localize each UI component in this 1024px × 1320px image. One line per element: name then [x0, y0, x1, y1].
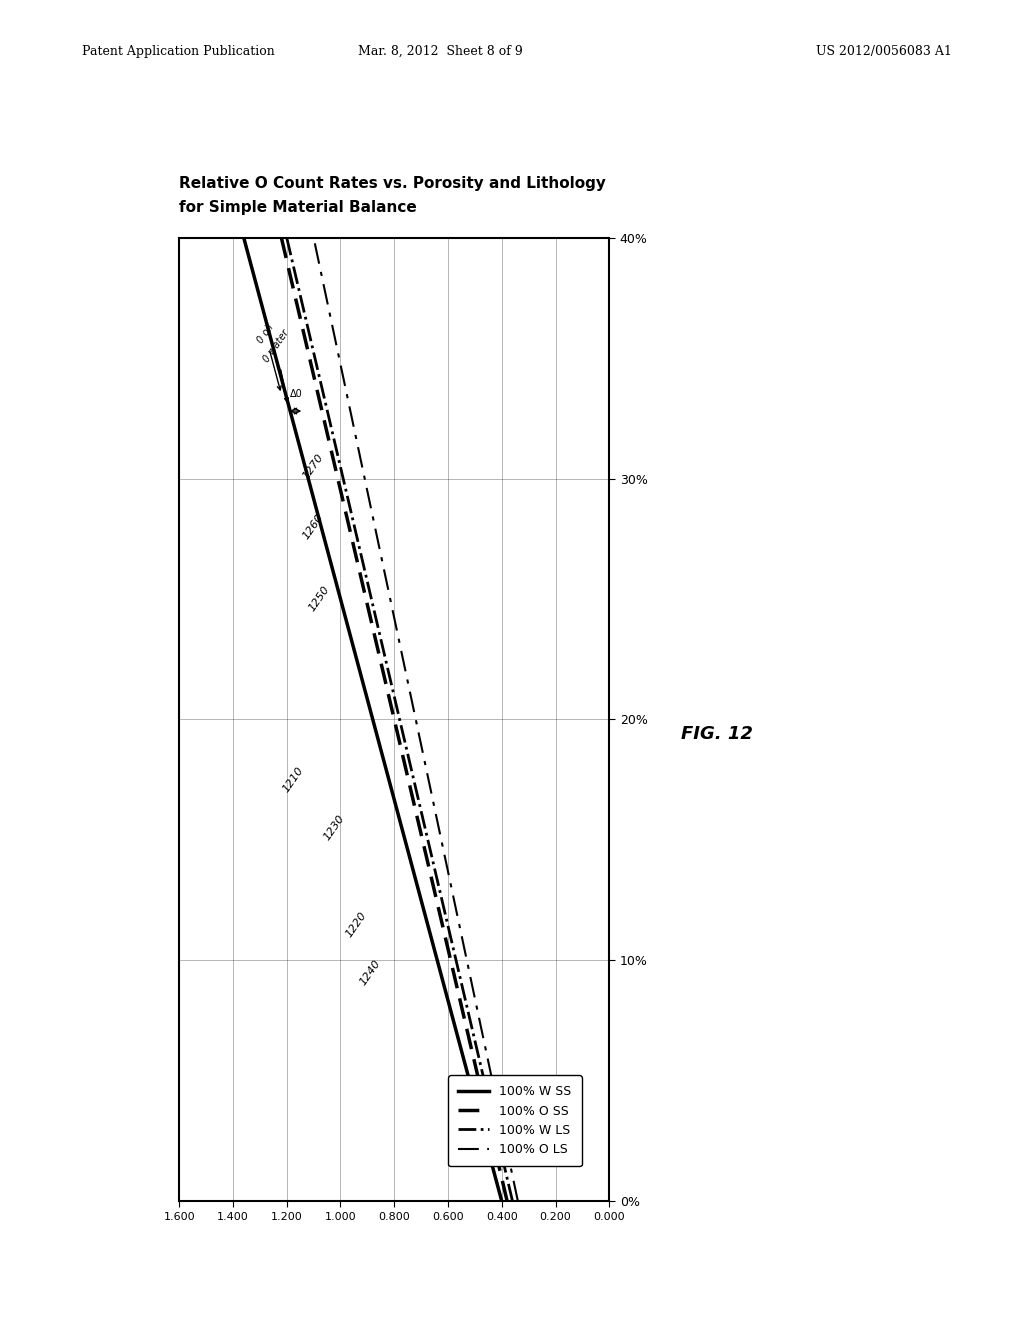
- 100% W SS: [367, 711, 379, 727]
- Line: 100% O LS: 100% O LS: [313, 238, 518, 1201]
- 100% O LS: [410, 711, 422, 727]
- Text: FIG. 12: FIG. 12: [681, 725, 753, 743]
- 100% W SS: [289, 422, 301, 438]
- 100% O SS: [321, 422, 333, 438]
- Text: 1220: 1220: [344, 909, 369, 939]
- 100% O LS: [451, 904, 463, 920]
- 100% W SS: [341, 615, 353, 631]
- 100% W LS: [326, 422, 338, 438]
- 100% W LS: [303, 326, 315, 342]
- Text: 1240: 1240: [357, 958, 382, 987]
- 100% W SS: [496, 1193, 508, 1209]
- 100% W LS: [506, 1193, 518, 1209]
- 100% O SS: [411, 808, 423, 824]
- 100% O LS: [307, 230, 319, 246]
- 100% O SS: [343, 519, 355, 535]
- 100% W SS: [418, 904, 430, 920]
- 100% O SS: [501, 1193, 513, 1209]
- 100% W SS: [238, 230, 250, 246]
- 100% O SS: [275, 230, 288, 246]
- 100% O SS: [298, 326, 310, 342]
- Text: 1210: 1210: [282, 766, 306, 795]
- 100% O LS: [348, 422, 360, 438]
- 100% W LS: [461, 1001, 473, 1016]
- 100% W SS: [392, 808, 404, 824]
- 100% O LS: [471, 1001, 483, 1016]
- Text: 1250: 1250: [307, 585, 331, 614]
- Text: 0 water: 0 water: [261, 327, 291, 403]
- 100% O SS: [433, 904, 445, 920]
- Text: Patent Application Publication: Patent Application Publication: [82, 45, 274, 58]
- 100% O SS: [456, 1001, 468, 1016]
- Line: 100% O SS: 100% O SS: [282, 238, 507, 1201]
- 100% O LS: [492, 1097, 504, 1113]
- 100% O LS: [430, 808, 442, 824]
- Line: 100% W SS: 100% W SS: [244, 238, 502, 1201]
- Text: 1270: 1270: [301, 451, 326, 480]
- Text: 1260: 1260: [301, 512, 326, 541]
- 100% W LS: [438, 904, 451, 920]
- 100% O LS: [369, 519, 381, 535]
- 100% O SS: [366, 615, 378, 631]
- 100% O LS: [389, 615, 401, 631]
- Text: Mar. 8, 2012  Sheet 8 of 9: Mar. 8, 2012 Sheet 8 of 9: [358, 45, 522, 58]
- Line: 100% W LS: 100% W LS: [287, 238, 512, 1201]
- 100% O LS: [512, 1193, 524, 1209]
- Text: Δ0: Δ0: [290, 389, 302, 399]
- Legend: 100% W SS, 100% O SS, 100% W LS, 100% O LS: 100% W SS, 100% O SS, 100% W LS, 100% O …: [449, 1076, 582, 1166]
- 100% W SS: [315, 519, 328, 535]
- 100% W SS: [263, 326, 275, 342]
- 100% O LS: [328, 326, 340, 342]
- 100% W SS: [444, 1001, 457, 1016]
- Text: 1230: 1230: [322, 813, 346, 842]
- 100% W SS: [470, 1097, 482, 1113]
- Text: 0 oil: 0 oil: [255, 322, 282, 389]
- 100% W LS: [348, 519, 360, 535]
- 100% W LS: [416, 808, 428, 824]
- 100% W LS: [393, 711, 406, 727]
- 100% W LS: [281, 230, 293, 246]
- 100% O SS: [388, 711, 400, 727]
- Text: for Simple Material Balance: for Simple Material Balance: [179, 201, 417, 215]
- 100% O SS: [478, 1097, 490, 1113]
- 100% W LS: [483, 1097, 496, 1113]
- Text: US 2012/0056083 A1: US 2012/0056083 A1: [816, 45, 952, 58]
- 100% W LS: [371, 615, 383, 631]
- Text: Relative O Count Rates vs. Porosity and Lithology: Relative O Count Rates vs. Porosity and …: [179, 177, 606, 191]
